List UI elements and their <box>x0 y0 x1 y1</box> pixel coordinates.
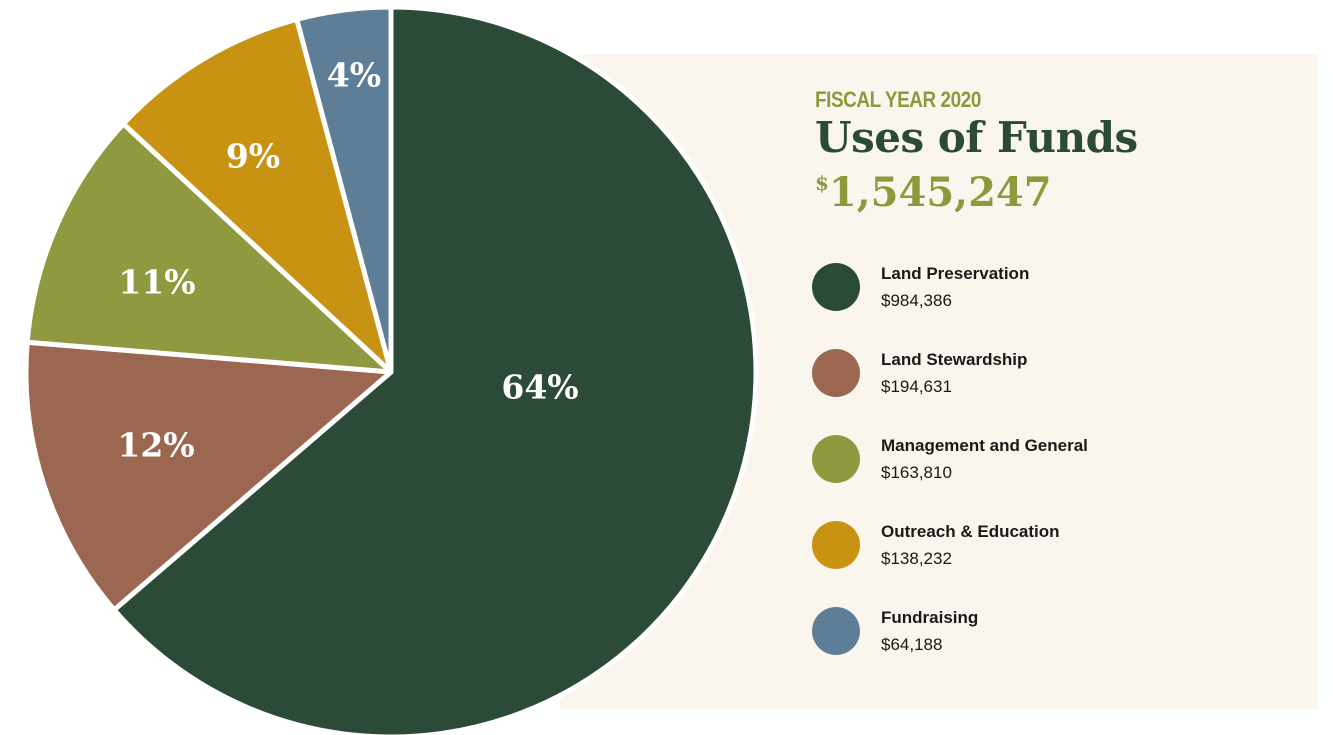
pie-slice-percent-label: 11% <box>118 263 195 302</box>
legend-label: Management and General <box>881 436 1088 455</box>
legend-label: Land Stewardship <box>881 350 1028 369</box>
legend-swatch <box>812 521 860 569</box>
legend-amount: $64,188 <box>881 635 943 654</box>
pie-slice-labels: 64% 12% 11% 9% 4% <box>117 56 578 465</box>
pie-slice-fundraising <box>294 4 394 375</box>
pie-slices <box>23 4 759 735</box>
legend-label: Fundraising <box>881 608 979 627</box>
legend-amount: $138,232 <box>881 549 952 568</box>
pie-slice-management-and-general <box>24 121 394 375</box>
pie-slice-outreach-education <box>120 16 394 375</box>
pie-slice-percent-label: 4% <box>327 56 381 95</box>
legend-label: Outreach & Education <box>881 522 1060 541</box>
legend-swatch <box>812 607 860 655</box>
legend-amount: $984,386 <box>881 291 952 310</box>
legend-amount: $163,810 <box>881 463 952 482</box>
total-currency-symbol: $ <box>815 171 829 195</box>
pie-slice-percent-label: 9% <box>226 137 280 176</box>
pie-slice-percent-label: 64% <box>501 368 578 407</box>
pie-slice-percent-label: 12% <box>117 426 194 465</box>
legend-amount: $194,631 <box>881 377 952 396</box>
chart-header: FISCAL YEAR 2020 Uses of Funds $1,545,24… <box>815 87 1138 215</box>
total-amount: $1,545,247 <box>815 161 1138 215</box>
fiscal-year-label: FISCAL YEAR 2020 <box>815 87 981 112</box>
legend-swatch <box>812 435 860 483</box>
legend-swatch <box>812 349 860 397</box>
total-amount-value: 1,545,247 <box>828 169 1052 216</box>
legend-swatch <box>812 263 860 311</box>
pie-slice-land-preservation <box>111 4 759 735</box>
legend-label: Land Preservation <box>881 264 1030 283</box>
chart-title: Uses of Funds <box>815 113 1138 162</box>
pie-slice-land-stewardship <box>23 339 394 613</box>
